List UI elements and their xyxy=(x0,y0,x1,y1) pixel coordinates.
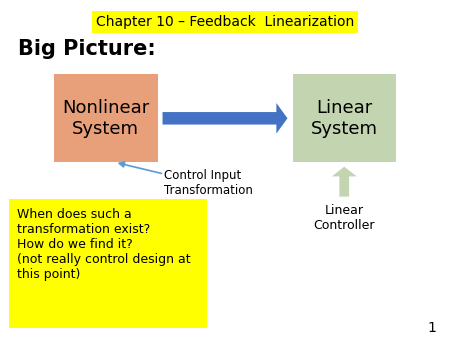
Text: Chapter 10 – Feedback  Linearization: Chapter 10 – Feedback Linearization xyxy=(96,15,354,29)
FancyBboxPatch shape xyxy=(54,74,158,162)
Text: When does such a
transformation exist?
How do we find it?
(not really control de: When does such a transformation exist? H… xyxy=(17,208,191,281)
Text: Nonlinear
System: Nonlinear System xyxy=(62,99,149,138)
Text: 1: 1 xyxy=(428,321,436,335)
FancyBboxPatch shape xyxy=(9,199,207,328)
Text: Control Input
Transformation: Control Input Transformation xyxy=(164,169,253,197)
Text: Big Picture:: Big Picture: xyxy=(18,39,156,59)
Text: Linear
System: Linear System xyxy=(311,99,378,138)
Text: Linear
Controller: Linear Controller xyxy=(314,204,375,233)
FancyBboxPatch shape xyxy=(292,74,396,162)
